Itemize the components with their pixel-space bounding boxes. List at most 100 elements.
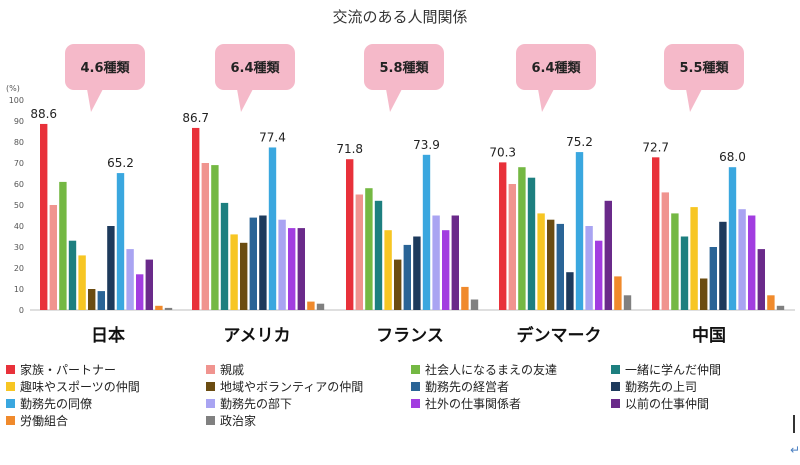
bar xyxy=(403,244,411,310)
bar xyxy=(680,236,689,310)
callout-box xyxy=(664,44,744,90)
bar xyxy=(49,205,57,310)
legend-swatch xyxy=(6,365,15,374)
bar xyxy=(116,173,125,310)
x-tick-label: アメリカ xyxy=(223,326,290,346)
bar xyxy=(365,188,373,310)
bar-group xyxy=(40,123,785,311)
bar xyxy=(566,272,574,310)
bar xyxy=(422,154,431,310)
legend-label: 地域やボランティアの仲間 xyxy=(220,380,364,394)
bar xyxy=(68,240,77,310)
y-tick-label: 50 xyxy=(14,201,24,210)
legend-label: 家族・パートナー xyxy=(20,363,117,377)
data-label: 71.8 xyxy=(336,142,363,156)
bar xyxy=(537,213,545,310)
bar xyxy=(461,286,469,310)
legend-item: 一緒に学んだ仲間 xyxy=(611,362,781,377)
callout-group: 4.6種類 6.4種類 5.8種類 6.4種類 5.5種類 xyxy=(65,44,744,112)
bar xyxy=(374,200,383,310)
legend-item: 以前の仕事仲間 xyxy=(611,396,781,411)
bar xyxy=(126,249,134,310)
bar xyxy=(145,259,153,310)
x-tick-label: 日本 xyxy=(91,325,125,346)
bar xyxy=(776,305,785,310)
legend-item: 勤務先の部下 xyxy=(206,396,411,411)
legend-swatch xyxy=(206,382,215,391)
y-tick-label: 0 xyxy=(19,306,24,315)
bar xyxy=(384,230,392,310)
legend-swatch xyxy=(611,399,620,408)
bar xyxy=(575,152,584,310)
bar xyxy=(164,307,173,310)
legend-swatch xyxy=(411,399,420,408)
legend-item: 社外の仕事関係者 xyxy=(411,396,611,411)
callout-label: 4.6種類 xyxy=(80,60,130,76)
legend-label: 趣味やスポーツの仲間 xyxy=(20,380,140,394)
chart-title: 交流のある人間関係 xyxy=(332,8,467,26)
bar xyxy=(297,228,305,310)
bar xyxy=(614,276,622,310)
callout-pointer xyxy=(686,89,702,112)
bar xyxy=(623,295,632,310)
bar xyxy=(470,299,479,310)
legend-label: 親戚 xyxy=(220,363,245,377)
bar xyxy=(738,209,746,310)
legend: 家族・パートナー 親戚 社会人になるまえの友達 一緒に学んだ仲間趣味やスポーツの仲間 地… xyxy=(6,362,786,428)
legend-swatch xyxy=(206,416,215,425)
legend-swatch xyxy=(6,416,15,425)
legend-item: 社会人になるまえの友達 xyxy=(411,362,611,377)
y-tick-label: 100 xyxy=(9,96,24,105)
x-tick-label: フランス xyxy=(376,326,444,346)
bar xyxy=(432,215,440,310)
bar xyxy=(97,291,105,310)
callout-bubble: 5.5種類 xyxy=(664,44,744,112)
bar xyxy=(595,240,603,310)
legend-label: 以前の仕事仲間 xyxy=(625,397,710,411)
legend-label: 社会人になるまえの友達 xyxy=(425,363,558,377)
legend-item: 勤務先の上司 xyxy=(611,379,781,394)
legend-item: 勤務先の同僚 xyxy=(6,396,206,411)
y-tick-label: 70 xyxy=(14,159,24,168)
callout-bubble: 5.8種類 xyxy=(364,44,444,112)
legend-item: 政治家 xyxy=(206,413,411,428)
legend-label: 社外の仕事関係者 xyxy=(425,397,522,411)
callout-label: 5.8種類 xyxy=(379,60,429,76)
callout-bubble: 6.4種類 xyxy=(516,44,596,112)
text-cursor xyxy=(793,415,795,433)
bar xyxy=(719,221,727,310)
legend-label: 勤務先の経営者 xyxy=(425,380,510,394)
bar xyxy=(211,165,219,310)
legend-item: 労働組合 xyxy=(6,413,206,428)
legend-swatch xyxy=(411,382,420,391)
bar xyxy=(240,242,248,310)
bar xyxy=(671,213,679,310)
bar xyxy=(451,215,459,310)
bar xyxy=(259,215,267,310)
data-label: 77.4 xyxy=(259,130,286,144)
callout-box xyxy=(215,44,295,90)
bar xyxy=(88,289,96,310)
bar xyxy=(499,162,507,310)
callout-box xyxy=(364,44,444,90)
legend-item: 趣味やスポーツの仲間 xyxy=(6,379,206,394)
bar xyxy=(518,167,526,310)
data-label: 73.9 xyxy=(413,138,440,152)
bar xyxy=(288,228,296,310)
legend-label: 労働組合 xyxy=(20,414,69,428)
data-label: 75.2 xyxy=(566,135,593,149)
y-tick-label: 60 xyxy=(14,180,24,189)
legend-label: 政治家 xyxy=(220,414,257,428)
y-tick-label: 40 xyxy=(14,222,24,231)
bar xyxy=(307,301,315,310)
bar xyxy=(700,278,708,310)
data-label: 72.7 xyxy=(642,140,669,154)
bar xyxy=(527,177,536,310)
legend-swatch xyxy=(206,399,215,408)
bar xyxy=(604,200,612,310)
bar xyxy=(278,219,286,310)
bar xyxy=(757,249,765,310)
bar xyxy=(316,303,325,310)
bar xyxy=(355,194,363,310)
callout-pointer xyxy=(87,89,103,112)
